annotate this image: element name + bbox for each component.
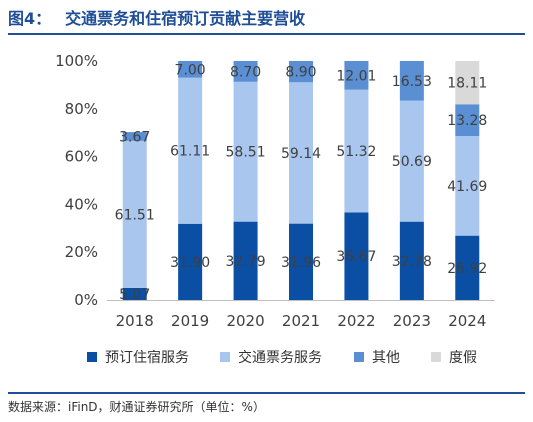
bar-segment bbox=[178, 60, 203, 78]
legend-label: 预订住宿服务 bbox=[105, 349, 189, 366]
chart-title: 图4： 交通票务和住宿预订贡献主要营收 bbox=[8, 5, 305, 29]
bar-segment bbox=[289, 61, 313, 83]
data-label: 36.67 bbox=[336, 249, 376, 265]
data-label: 3.67 bbox=[119, 129, 150, 145]
bar-segment bbox=[399, 100, 424, 222]
bar-segment bbox=[233, 81, 258, 222]
figure-title: 交通票务和住宿预订贡献主要营收 bbox=[65, 9, 306, 28]
x-tick-label: 2022 bbox=[337, 312, 375, 330]
legend-swatch bbox=[220, 352, 230, 362]
title-rule bbox=[8, 33, 525, 35]
data-label: 13.28 bbox=[447, 113, 487, 129]
bar-segment bbox=[122, 287, 147, 300]
x-tick-label: 2019 bbox=[171, 312, 209, 330]
x-tick-label: 2018 bbox=[116, 312, 154, 330]
data-label: 31.90 bbox=[170, 255, 210, 271]
y-tick-label: 40% bbox=[65, 195, 98, 213]
bar-segment bbox=[344, 61, 369, 90]
bar-segment bbox=[344, 89, 369, 213]
legend-swatch bbox=[354, 352, 364, 362]
data-label: 31.96 bbox=[281, 255, 321, 271]
legend-swatch bbox=[87, 352, 97, 362]
x-tick-label: 2021 bbox=[282, 312, 320, 330]
bar-segment bbox=[289, 82, 313, 224]
y-tick-label: 100% bbox=[55, 52, 98, 70]
data-label: 16.53 bbox=[392, 74, 432, 90]
data-label: 32.79 bbox=[226, 254, 266, 270]
data-label: 58.51 bbox=[226, 145, 266, 161]
bar-segment bbox=[344, 212, 369, 300]
data-label: 12.01 bbox=[336, 68, 376, 84]
data-label: 8.90 bbox=[285, 65, 316, 81]
data-label: 51.32 bbox=[336, 144, 376, 160]
data-label: 59.14 bbox=[281, 146, 321, 162]
data-label: 61.11 bbox=[170, 144, 210, 160]
data-label: 61.51 bbox=[115, 207, 155, 223]
bar-segment bbox=[233, 61, 258, 82]
source-rule bbox=[8, 392, 525, 394]
bar-segment bbox=[233, 221, 258, 300]
legend-swatch bbox=[431, 352, 441, 362]
x-tick-label: 2024 bbox=[448, 312, 486, 330]
source-note: 数据来源：iFinD，财通证券研究所（单位：%） bbox=[8, 400, 265, 414]
y-tick-label: 80% bbox=[65, 100, 98, 118]
bar-segment bbox=[455, 104, 480, 137]
legend-label: 交通票务服务 bbox=[238, 349, 322, 366]
bar-segment bbox=[455, 235, 480, 300]
x-tick-label: 2023 bbox=[393, 312, 431, 330]
figure-number: 图4： bbox=[8, 9, 52, 28]
stacked-bar-chart: 0% 20% 40% 60% 80% 100% 5.07 61.51 3.67 2018 31.90… bbox=[55, 52, 495, 366]
bar-segment bbox=[178, 223, 203, 300]
data-label: 8.70 bbox=[230, 64, 261, 80]
bar-segment bbox=[122, 140, 147, 288]
bar-segment bbox=[122, 132, 147, 141]
bar-segment bbox=[399, 221, 424, 300]
bar-segment bbox=[455, 136, 480, 236]
data-label: 5.07 bbox=[119, 287, 150, 303]
data-label: 18.11 bbox=[447, 76, 487, 92]
legend-label: 其他 bbox=[372, 350, 400, 366]
y-tick-label: 20% bbox=[65, 243, 98, 261]
legend-label: 度假 bbox=[449, 350, 477, 366]
bar-segment bbox=[178, 77, 203, 224]
data-label: 50.69 bbox=[392, 154, 432, 170]
y-tick-label: 0% bbox=[74, 291, 98, 309]
data-label: 26.92 bbox=[447, 261, 487, 277]
y-tick-label: 60% bbox=[65, 148, 98, 166]
data-label: 41.69 bbox=[447, 179, 487, 195]
data-label: 32.78 bbox=[392, 254, 432, 270]
bar-segment bbox=[455, 61, 480, 105]
data-label: 7.00 bbox=[175, 62, 206, 78]
bar-segment bbox=[289, 223, 313, 300]
x-tick-label: 2020 bbox=[226, 312, 264, 330]
bar-segment bbox=[399, 61, 424, 101]
